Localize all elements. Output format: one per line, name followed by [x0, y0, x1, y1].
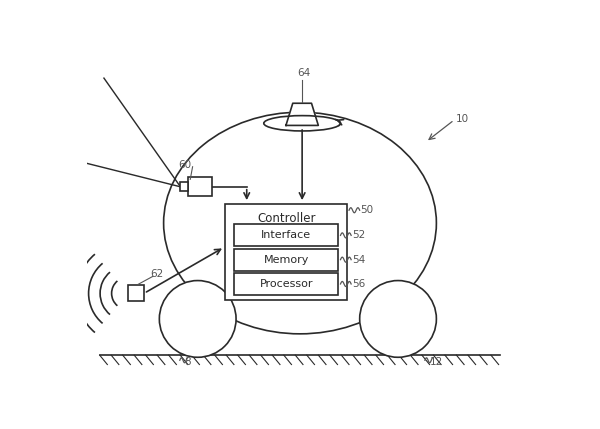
Text: 12: 12 [430, 356, 443, 366]
Text: 60: 60 [178, 160, 191, 170]
Ellipse shape [359, 281, 436, 357]
Text: 56: 56 [352, 279, 365, 289]
Text: 62: 62 [150, 269, 163, 279]
Text: 50: 50 [361, 205, 374, 215]
Bar [234, 224, 338, 247]
Polygon shape [286, 103, 319, 125]
Text: Controller: Controller [257, 211, 316, 224]
Ellipse shape [160, 281, 236, 357]
Bar [226, 204, 347, 300]
Text: 10: 10 [455, 114, 469, 124]
Text: 64: 64 [298, 68, 311, 78]
Text: Processor: Processor [259, 279, 313, 289]
Text: 54: 54 [352, 255, 365, 265]
Bar [234, 248, 338, 271]
Text: 8: 8 [184, 356, 191, 366]
Text: Memory: Memory [263, 255, 309, 265]
Text: Interface: Interface [261, 230, 311, 240]
Text: 52: 52 [352, 230, 365, 240]
Bar [128, 285, 144, 302]
Bar [181, 182, 188, 191]
Bar [188, 177, 212, 196]
Ellipse shape [164, 112, 436, 334]
Bar [234, 273, 338, 295]
